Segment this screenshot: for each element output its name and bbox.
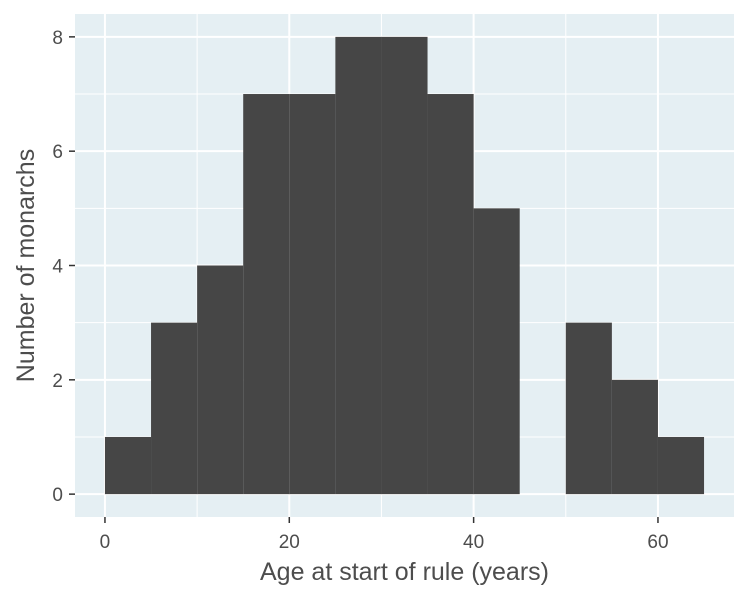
y-tick-label: 8 <box>52 28 63 49</box>
y-tick-label: 0 <box>52 485 63 506</box>
x-axis: 0 20 40 60 <box>100 517 669 553</box>
y-tick-label: 4 <box>52 257 63 278</box>
x-tick-label: 40 <box>463 532 484 553</box>
x-tick-label: 20 <box>279 532 300 553</box>
y-axis-title: Number of monarchs <box>12 149 40 382</box>
x-tick-label: 0 <box>100 532 111 553</box>
histogram-bar <box>104 436 152 495</box>
y-tick-label: 6 <box>52 142 63 163</box>
histogram-bar <box>657 436 705 495</box>
y-axis: 0 2 4 6 8 <box>52 28 75 506</box>
histogram-bar <box>611 379 658 495</box>
histogram-bar <box>197 265 244 495</box>
histogram-bar <box>381 36 428 495</box>
histogram-bar <box>427 94 474 495</box>
histogram-bar <box>151 322 198 495</box>
histogram-bar <box>565 322 612 495</box>
x-axis-title: Age at start of rule (years) <box>260 558 549 586</box>
histogram-bars <box>104 36 705 495</box>
histogram-bar <box>289 94 336 495</box>
histogram-bar <box>243 94 290 495</box>
x-tick-label: 60 <box>647 532 668 553</box>
histogram-bar <box>335 36 382 495</box>
histogram-bar <box>473 208 520 495</box>
y-tick-label: 2 <box>52 371 63 392</box>
